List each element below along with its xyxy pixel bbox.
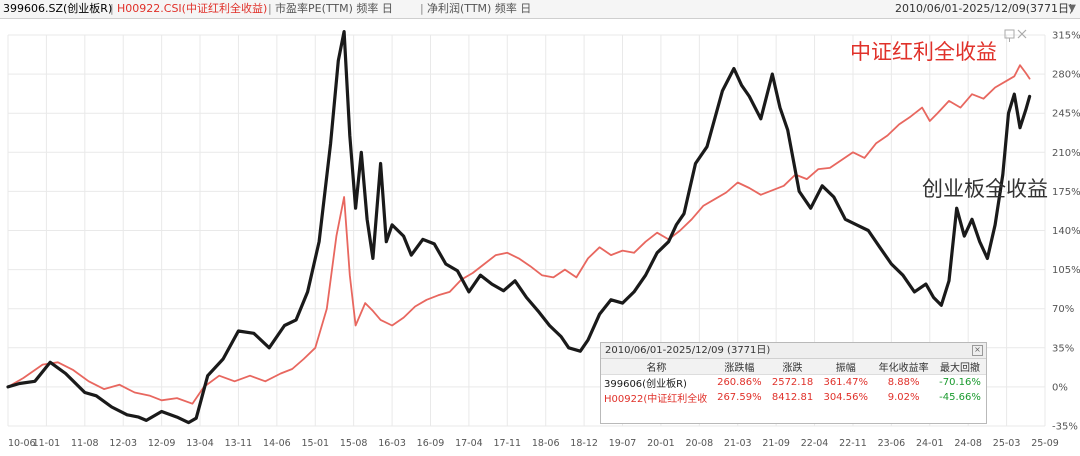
dropdown-arrow-icon[interactable]: ▼ (1068, 3, 1076, 14)
y-tick-label: 0% (1052, 382, 1068, 393)
y-tick-label: 315% (1052, 31, 1080, 42)
x-tick-label: 24-08 (954, 438, 982, 449)
x-tick-label: 18-12 (570, 438, 598, 449)
grid-lines (7, 34, 1046, 427)
y-tick-label: 210% (1052, 148, 1080, 159)
x-tick-label: 13-04 (186, 438, 214, 449)
x-tick-label: 13-11 (225, 438, 253, 449)
row-change: 8412.81 (771, 392, 814, 403)
col-amplitude: 振幅 (818, 359, 874, 375)
x-tick-label: 24-01 (916, 438, 944, 449)
series-lines (6, 30, 1032, 425)
y-tick-label: 140% (1052, 226, 1080, 237)
col-annualized: 年化收益率 (873, 359, 935, 375)
x-tick-label: 20-01 (647, 438, 675, 449)
row-change: 2572.18 (771, 377, 814, 388)
x-tick-label: 17-11 (493, 438, 521, 449)
close-icon[interactable]: × (972, 345, 983, 356)
x-tick-label: 12-09 (148, 438, 176, 449)
date-range[interactable]: 2010/06/01-2025/12/09(3771日) (895, 2, 1074, 15)
stats-header-row: 名称 涨跌幅 涨跌 振幅 年化收益率 最大回撤 (601, 359, 986, 375)
y-tick-label: 105% (1052, 265, 1080, 276)
x-tick-label: 16-03 (378, 438, 406, 449)
x-tick-label: 25-03 (993, 438, 1021, 449)
x-tick-label: 14-06 (263, 438, 291, 449)
x-tick-label: 16-09 (417, 438, 445, 449)
series1-code[interactable]: 399606.SZ(创业板R) (3, 2, 113, 15)
series-line-chinext[interactable] (6, 30, 1032, 425)
series2-code[interactable]: H00922.CSI(中证红利全收益) (117, 2, 268, 15)
x-tick-label: 10-06 (8, 438, 36, 449)
col-name: 名称 (601, 359, 712, 375)
y-tick-label: 280% (1052, 70, 1080, 81)
close-icon[interactable] (1017, 29, 1027, 39)
x-tick-label: 21-09 (762, 438, 790, 449)
col-max-drawdown: 最大回撤 (934, 359, 986, 375)
x-tick-label: 17-04 (455, 438, 483, 449)
chart-header: 399606.SZ(创业板R) | H00922.CSI(中证红利全收益) | … (0, 0, 1080, 19)
header-separator: | (420, 2, 424, 15)
indicator-pe[interactable]: 市盈率PE(TTM) 频率 日 (275, 2, 393, 15)
row-amplitude: 361.47% (823, 377, 868, 388)
x-tick-label: 25-09 (1031, 438, 1059, 449)
row-change-pct: 267.59% (717, 392, 762, 403)
x-tick-label: 18-06 (532, 438, 560, 449)
stats-title-text: 2010/06/01-2025/12/09 (3771日) (605, 345, 771, 356)
x-tick-label: 22-04 (801, 438, 829, 449)
row-name: H00922(中证红利全收 (604, 394, 708, 405)
y-tick-label: 35% (1052, 343, 1074, 354)
table-row[interactable]: H00922(中证红利全收 267.59% 8412.81 304.56% 9.… (601, 390, 986, 405)
x-tick-label: 11-01 (33, 438, 61, 449)
indicator-net-profit[interactable]: 净利润(TTM) 频率 日 (427, 2, 532, 15)
y-axis: 315% 280% 245% 210% 175% 140% 105% 70% 35% 0% -35% (1052, 31, 1080, 433)
row-max-drawdown: -70.16% (939, 377, 981, 388)
col-change-pct: 涨跌幅 (711, 359, 767, 375)
row-annualized: 9.02% (887, 392, 920, 403)
col-change: 涨跌 (766, 359, 819, 375)
series2-overlay-label: 中证红利全收益 (850, 40, 997, 64)
row-name: 399606(创业板R) (604, 379, 687, 390)
stats-title: 2010/06/01-2025/12/09 (3771日) × (601, 343, 986, 359)
x-tick-label: 19-07 (609, 438, 637, 449)
table-row[interactable]: 399606(创业板R) 260.86% 2572.18 361.47% 8.8… (601, 375, 986, 390)
stats-panel: 2010/06/01-2025/12/09 (3771日) × 名称 涨跌幅 涨… (600, 342, 987, 424)
y-tick-label: -35% (1052, 422, 1078, 433)
x-tick-label: 20-08 (686, 438, 714, 449)
row-annualized: 8.88% (887, 377, 920, 388)
x-tick-label: 22-11 (839, 438, 867, 449)
x-tick-label: 11-08 (71, 438, 99, 449)
x-tick-label: 12-03 (109, 438, 137, 449)
header-separator: | (268, 2, 272, 15)
x-tick-label: 21-03 (724, 438, 752, 449)
row-amplitude: 304.56% (823, 392, 868, 403)
row-change-pct: 260.86% (717, 377, 762, 388)
x-tick-label: 15-01 (301, 438, 329, 449)
series-line-dividend[interactable] (7, 64, 1031, 405)
header-separator: | (110, 2, 114, 15)
x-tick-label: 15-08 (340, 438, 368, 449)
y-tick-label: 245% (1052, 109, 1080, 120)
y-tick-label: 70% (1052, 304, 1074, 315)
row-max-drawdown: -45.66% (939, 392, 981, 403)
stats-table: 名称 涨跌幅 涨跌 振幅 年化收益率 最大回撤 399606(创业板R) 260… (601, 359, 986, 405)
y-tick-label: 175% (1052, 187, 1080, 198)
x-tick-label: 23-06 (878, 438, 906, 449)
pin-icon[interactable] (1004, 29, 1015, 42)
series1-overlay-label: 创业板全收益 (922, 177, 1048, 201)
